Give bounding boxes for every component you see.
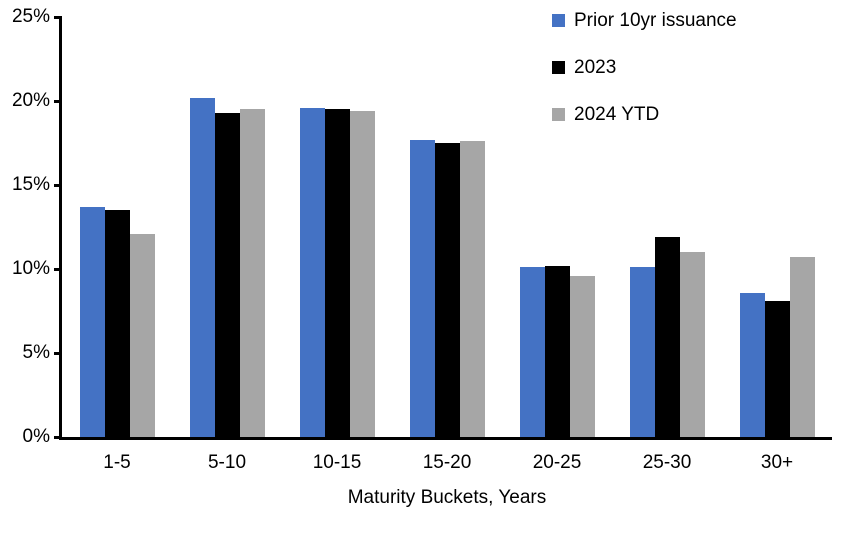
bar-groups xyxy=(62,17,832,437)
legend-item-2023: 2023 xyxy=(552,56,737,79)
bar xyxy=(214,112,240,437)
legend-label: Prior 10yr issuance xyxy=(574,10,737,31)
y-axis-tick-label: 10% xyxy=(11,258,50,279)
x-axis-tick-label: 25-30 xyxy=(642,452,692,473)
x-axis-tick-label: 10-15 xyxy=(312,452,362,473)
legend-swatch-icon xyxy=(552,14,565,27)
bar xyxy=(129,233,155,437)
y-axis-tick-mark xyxy=(54,268,62,271)
x-axis-tick-label: 15-20 xyxy=(422,452,472,473)
bar-group-1-5 xyxy=(62,17,172,437)
x-axis-tick-label: 1-5 xyxy=(103,452,131,473)
y-axis-tick-mark xyxy=(54,352,62,355)
bar xyxy=(459,141,485,437)
bar xyxy=(299,107,325,437)
y-axis-tick-label: 0% xyxy=(22,426,50,447)
y-axis-tick-mark xyxy=(54,100,62,103)
x-axis-tick-label: 20-25 xyxy=(532,452,582,473)
x-axis-tick-label: 5-10 xyxy=(207,452,247,473)
y-axis-tick-label: 25% xyxy=(11,6,50,27)
bar-group-25-30 xyxy=(612,17,722,437)
bar xyxy=(349,111,375,437)
bar xyxy=(544,265,570,437)
bar xyxy=(324,109,350,437)
legend-swatch-icon xyxy=(552,108,565,121)
y-axis-tick-mark xyxy=(54,184,62,187)
legend-item-prior-10yr-issuance: Prior 10yr issuance xyxy=(552,9,737,32)
y-axis-tick-label: 15% xyxy=(11,174,50,195)
bar-group-15-20 xyxy=(392,17,502,437)
x-axis-tick-label: 30+ xyxy=(760,452,794,473)
y-axis-tick-label: 20% xyxy=(11,90,50,111)
bar xyxy=(239,109,265,437)
bar xyxy=(569,275,595,437)
bar xyxy=(629,267,655,437)
x-axis-title: Maturity Buckets, Years xyxy=(347,487,547,508)
legend-label: 2023 xyxy=(574,57,617,78)
bar xyxy=(764,300,790,437)
legend-item-2024-ytd: 2024 YTD xyxy=(552,103,737,126)
y-axis-tick-mark xyxy=(54,16,62,19)
bar xyxy=(189,97,215,437)
y-axis-tick-label: 5% xyxy=(22,342,50,363)
bar-group-5-10 xyxy=(172,17,282,437)
bar xyxy=(654,237,680,437)
bar xyxy=(739,292,765,437)
y-axis-tick-mark xyxy=(54,436,62,439)
bar-group-10-15 xyxy=(282,17,392,437)
bar xyxy=(434,143,460,437)
bar-group-20-25 xyxy=(502,17,612,437)
legend-swatch-icon xyxy=(552,61,565,74)
bar-group-30+ xyxy=(722,17,832,437)
legend-label: 2024 YTD xyxy=(574,104,660,125)
bar xyxy=(519,267,545,437)
bar xyxy=(679,252,705,437)
x-axis-labels: 1-5 5-10 10-15 15-20 20-25 25-30 30+ xyxy=(62,452,832,474)
plot-area xyxy=(59,17,832,440)
bar xyxy=(104,210,130,437)
bar xyxy=(409,139,435,437)
legend: Prior 10yr issuance 2023 2024 YTD xyxy=(552,9,737,126)
bar xyxy=(789,257,815,437)
bar xyxy=(79,206,105,437)
